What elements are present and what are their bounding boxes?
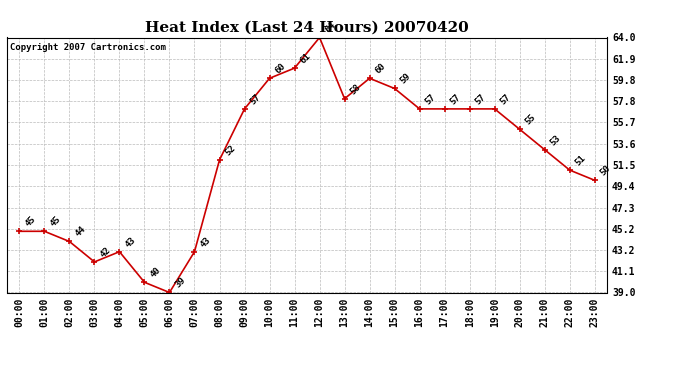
Text: 51: 51	[574, 153, 588, 167]
Text: 57: 57	[448, 92, 463, 106]
Text: 57: 57	[424, 92, 437, 106]
Text: 60: 60	[374, 62, 388, 75]
Title: Heat Index (Last 24 Hours) 20070420: Heat Index (Last 24 Hours) 20070420	[145, 21, 469, 35]
Text: 52: 52	[224, 143, 237, 157]
Text: 58: 58	[348, 82, 363, 96]
Text: 57: 57	[499, 92, 513, 106]
Text: 55: 55	[524, 112, 538, 126]
Text: 50: 50	[599, 164, 613, 177]
Text: 44: 44	[74, 225, 88, 239]
Text: 40: 40	[148, 266, 163, 279]
Text: 45: 45	[23, 214, 37, 228]
Text: 57: 57	[474, 92, 488, 106]
Text: 45: 45	[48, 214, 63, 228]
Text: 42: 42	[99, 245, 112, 259]
Text: 60: 60	[274, 62, 288, 75]
Text: 64: 64	[324, 21, 337, 35]
Text: 57: 57	[248, 92, 263, 106]
Text: Copyright 2007 Cartronics.com: Copyright 2007 Cartronics.com	[10, 43, 166, 52]
Text: 59: 59	[399, 72, 413, 86]
Text: 53: 53	[549, 133, 563, 147]
Text: 43: 43	[124, 235, 137, 249]
Text: 61: 61	[299, 51, 313, 65]
Text: 43: 43	[199, 235, 213, 249]
Text: 39: 39	[174, 276, 188, 290]
